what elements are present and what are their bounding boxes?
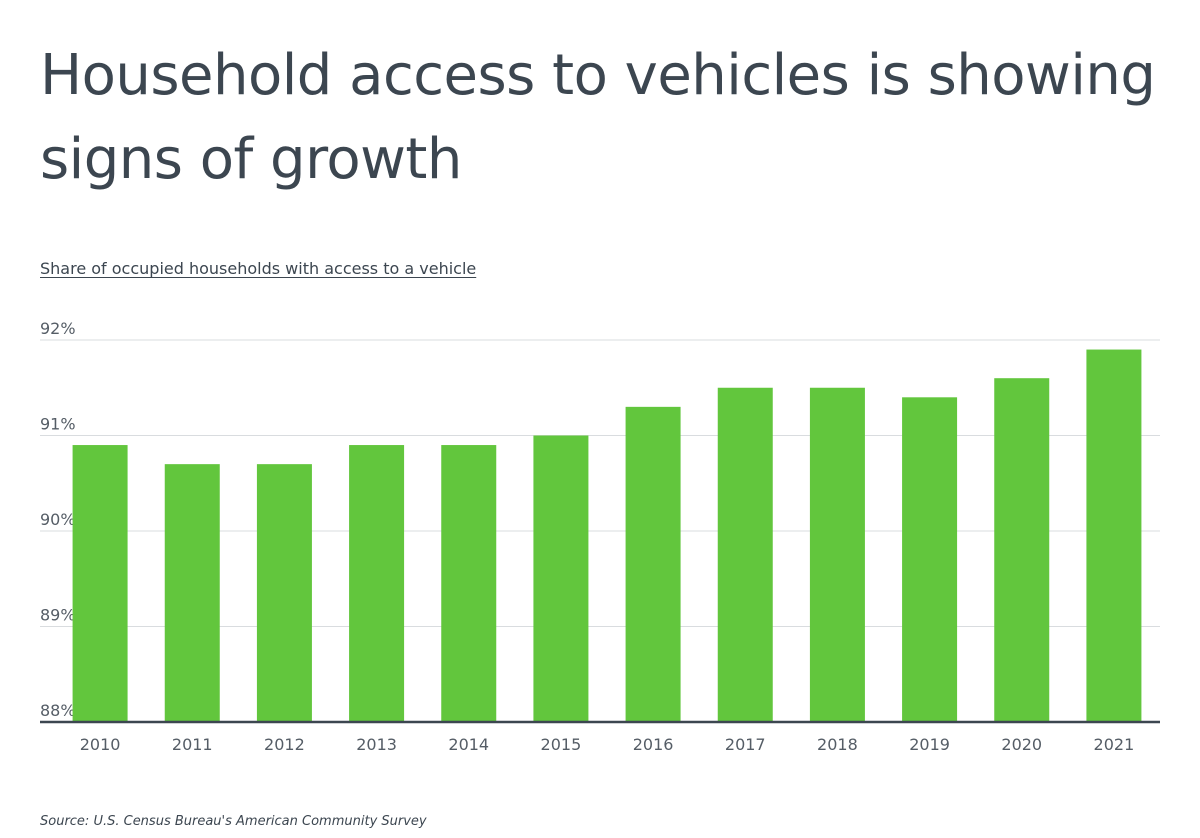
bar-2021 xyxy=(1086,349,1142,722)
y-tick-label: 89% xyxy=(40,606,76,625)
x-axis-tick-labels: 2010 2011 2012 2013 2014 2015 2016 2017 2018 2019… xyxy=(80,735,1135,754)
bar-2010 xyxy=(72,445,128,722)
bar-2016 xyxy=(625,406,681,722)
chart-title: Household access to vehicles is showing … xyxy=(40,43,1156,192)
x-tick-label: 2020 xyxy=(1001,735,1042,754)
x-tick-label: 2017 xyxy=(725,735,766,754)
x-tick-label: 2013 xyxy=(356,735,397,754)
bar-2011 xyxy=(164,464,220,722)
x-tick-label: 2016 xyxy=(633,735,674,754)
x-tick-label: 2019 xyxy=(909,735,950,754)
x-tick-label: 2011 xyxy=(172,735,213,754)
bar-2020 xyxy=(994,378,1050,722)
x-tick-label: 2010 xyxy=(80,735,121,754)
x-tick-label: 2018 xyxy=(817,735,858,754)
bar-2019 xyxy=(902,397,958,722)
x-tick-label: 2021 xyxy=(1094,735,1135,754)
y-tick-label: 91% xyxy=(40,415,76,434)
bar-2014 xyxy=(441,445,497,722)
x-tick-label: 2014 xyxy=(448,735,489,754)
y-tick-label: 90% xyxy=(40,510,76,529)
y-axis-tick-labels: 88% 89% 90% 91% 92% xyxy=(40,319,76,720)
bar-2017 xyxy=(717,387,773,722)
x-tick-label: 2015 xyxy=(541,735,582,754)
bar-2018 xyxy=(809,387,865,722)
chart-subtitle: Share of occupied households with access… xyxy=(40,259,477,278)
gridlines xyxy=(40,339,1160,627)
bar-2015 xyxy=(533,435,589,722)
y-tick-label: 92% xyxy=(40,319,76,338)
y-tick-label: 88% xyxy=(40,701,76,720)
x-tick-label: 2012 xyxy=(264,735,305,754)
bar-2012 xyxy=(256,464,312,722)
bar-2013 xyxy=(349,445,405,722)
source-note: Source: U.S. Census Bureau's American Co… xyxy=(40,814,427,829)
bar-chart: 88% 89% 90% 91% 92% 2010 2011 2012 2013 2014 2015… xyxy=(40,319,1160,754)
bars xyxy=(72,349,1142,722)
